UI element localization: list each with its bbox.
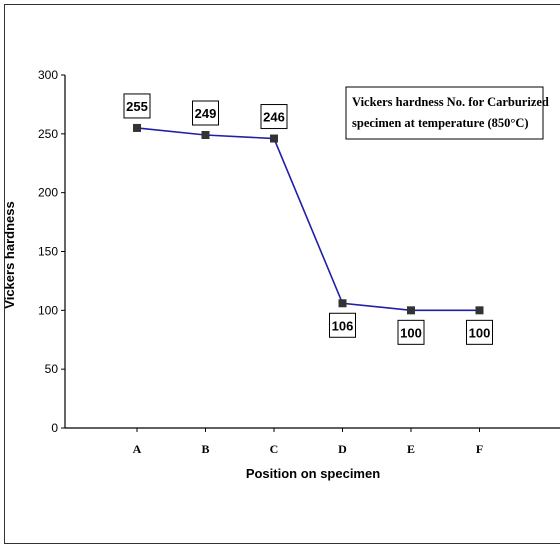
x-tick-label: D bbox=[338, 442, 347, 456]
annotation-line1: Vickers hardness No. for Carburized bbox=[352, 95, 549, 109]
data-point bbox=[475, 306, 484, 315]
y-axis-title: Vickers hardness bbox=[2, 201, 17, 308]
data-label-box bbox=[397, 319, 425, 345]
data-label-text: 106 bbox=[332, 318, 354, 333]
series-line-path bbox=[136, 127, 480, 312]
data-point bbox=[201, 131, 210, 140]
y-tick-label: 0 bbox=[51, 421, 58, 435]
annotation-line2: specimen at temperature (850°C) bbox=[352, 116, 529, 130]
x-tick-label: A bbox=[133, 442, 142, 456]
y-tick-label: 250 bbox=[38, 127, 58, 141]
y-ticks: 0 50 100 150 200 250 300 bbox=[38, 68, 65, 435]
y-tick-label: 50 bbox=[45, 362, 59, 376]
x-tick-label: C bbox=[270, 442, 279, 456]
data-point bbox=[338, 299, 347, 308]
line-chart: 0 50 100 150 200 250 300 A B C D E F 255 249 246 106 10… bbox=[2, 68, 560, 481]
data-label: 249 bbox=[192, 100, 219, 126]
y-tick-label: 200 bbox=[38, 186, 58, 200]
data-label: 100 bbox=[466, 319, 493, 345]
data-label-box bbox=[123, 93, 151, 119]
data-label-box bbox=[192, 100, 219, 126]
series-line bbox=[133, 123, 484, 315]
data-label: 246 bbox=[260, 104, 288, 130]
annotation-box bbox=[345, 86, 544, 140]
y-tick-label: 100 bbox=[38, 303, 58, 317]
data-label: 255 bbox=[123, 93, 151, 119]
data-labels: 255 249 246 106 100 100 bbox=[123, 93, 493, 345]
data-label: 106 bbox=[329, 312, 356, 338]
x-tick-label: F bbox=[476, 442, 483, 456]
data-label-box bbox=[329, 312, 356, 338]
y-tick-label: 300 bbox=[38, 68, 58, 82]
x-tick-label: E bbox=[407, 442, 415, 456]
data-point bbox=[270, 134, 278, 143]
data-label-text: 246 bbox=[263, 110, 285, 125]
x-axis-title: Position on specimen bbox=[246, 466, 380, 481]
data-label: 100 bbox=[397, 319, 425, 345]
data-point bbox=[133, 123, 141, 132]
data-label-text: 255 bbox=[126, 99, 148, 114]
data-label-text: 100 bbox=[469, 325, 491, 340]
legend-annotation: Vickers hardness No. for Carburized spec… bbox=[345, 86, 549, 140]
x-ticks: A B C D E F bbox=[133, 428, 483, 456]
data-label-text: 249 bbox=[195, 106, 217, 121]
data-label-text: 100 bbox=[400, 325, 422, 340]
x-tick-label: B bbox=[201, 442, 209, 456]
data-label-box bbox=[260, 104, 288, 130]
data-label-box bbox=[466, 319, 493, 345]
y-tick-label: 150 bbox=[38, 245, 58, 259]
data-point bbox=[407, 306, 415, 315]
